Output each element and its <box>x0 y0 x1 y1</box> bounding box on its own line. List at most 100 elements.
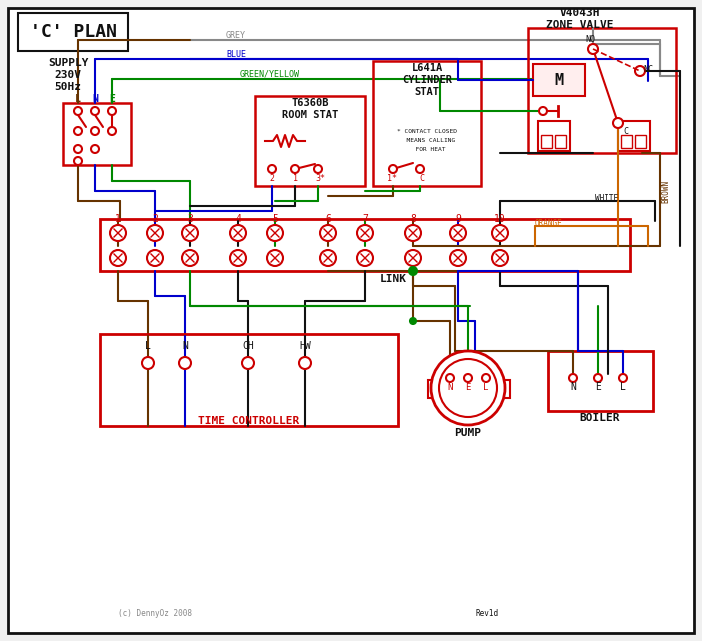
Circle shape <box>357 250 373 266</box>
Text: HW: HW <box>299 341 311 351</box>
Circle shape <box>142 357 154 369</box>
Text: MEANS CALLING: MEANS CALLING <box>399 138 455 142</box>
Bar <box>100 334 398 426</box>
Text: 230V: 230V <box>55 70 81 80</box>
Circle shape <box>74 127 82 135</box>
Text: L: L <box>145 341 151 351</box>
Text: 3*: 3* <box>315 174 325 183</box>
Circle shape <box>410 318 416 324</box>
Text: * CONTACT CLOSED: * CONTACT CLOSED <box>397 128 457 133</box>
Text: 50Hz: 50Hz <box>55 82 81 92</box>
Circle shape <box>409 267 417 275</box>
Circle shape <box>267 250 283 266</box>
Bar <box>618 121 650 151</box>
Circle shape <box>242 357 254 369</box>
Circle shape <box>299 357 311 369</box>
Text: Rev1d: Rev1d <box>475 608 498 617</box>
Text: BLUE: BLUE <box>226 49 246 58</box>
Text: 7: 7 <box>362 214 368 224</box>
Text: E: E <box>595 382 601 392</box>
Text: CH: CH <box>242 341 254 351</box>
Text: 3: 3 <box>187 214 193 224</box>
Text: NO: NO <box>585 35 595 44</box>
Bar <box>255 96 365 186</box>
Text: LINK: LINK <box>380 274 406 284</box>
Text: E: E <box>465 383 470 392</box>
Circle shape <box>482 374 490 382</box>
Circle shape <box>74 157 82 165</box>
Text: TIME CONTROLLER: TIME CONTROLLER <box>199 416 300 426</box>
Text: SUPPLY: SUPPLY <box>48 58 88 68</box>
Circle shape <box>74 107 82 115</box>
Circle shape <box>416 165 424 173</box>
Circle shape <box>389 165 397 173</box>
Text: FOR HEAT: FOR HEAT <box>409 147 446 151</box>
Text: C: C <box>623 126 628 135</box>
Bar <box>541 135 552 148</box>
Circle shape <box>91 127 99 135</box>
Bar <box>428 380 441 398</box>
Circle shape <box>268 165 276 173</box>
Circle shape <box>74 145 82 153</box>
Bar <box>100 219 630 271</box>
Text: NC: NC <box>643 65 653 74</box>
Text: N: N <box>447 383 453 392</box>
Circle shape <box>594 374 602 382</box>
Bar <box>497 380 510 398</box>
Circle shape <box>108 127 116 135</box>
Text: WHITE: WHITE <box>595 194 618 203</box>
Text: STAT: STAT <box>414 87 439 97</box>
Circle shape <box>464 374 472 382</box>
Circle shape <box>108 107 116 115</box>
Circle shape <box>147 225 163 241</box>
Circle shape <box>230 225 246 241</box>
Circle shape <box>569 374 577 382</box>
Bar <box>63 103 131 165</box>
Circle shape <box>539 107 547 115</box>
Text: 2: 2 <box>270 174 274 183</box>
Text: (c) DennyOz 2008: (c) DennyOz 2008 <box>118 608 192 617</box>
Circle shape <box>619 374 627 382</box>
Circle shape <box>267 225 283 241</box>
Text: 1*: 1* <box>387 174 397 183</box>
Text: 4: 4 <box>235 214 241 224</box>
Circle shape <box>314 165 322 173</box>
Circle shape <box>291 165 299 173</box>
Circle shape <box>431 351 505 425</box>
Circle shape <box>320 250 336 266</box>
Circle shape <box>492 250 508 266</box>
Text: N: N <box>182 341 188 351</box>
Text: ORANGE: ORANGE <box>535 219 563 228</box>
Bar <box>621 135 632 148</box>
Bar <box>373 61 481 186</box>
Text: N: N <box>92 94 98 104</box>
Bar <box>635 135 646 148</box>
Text: PUMP: PUMP <box>454 428 482 438</box>
Circle shape <box>357 225 373 241</box>
Circle shape <box>635 66 645 76</box>
Circle shape <box>450 225 466 241</box>
Circle shape <box>91 145 99 153</box>
Text: L: L <box>75 94 81 104</box>
Bar <box>533 64 585 96</box>
Text: L641A: L641A <box>411 63 443 73</box>
Text: 8: 8 <box>410 214 416 224</box>
Circle shape <box>110 250 126 266</box>
Text: BOILER: BOILER <box>580 413 621 423</box>
Text: L: L <box>620 382 626 392</box>
Text: 'C' PLAN: 'C' PLAN <box>29 23 117 41</box>
Circle shape <box>588 44 598 54</box>
Text: GREEN/YELLOW: GREEN/YELLOW <box>240 69 300 78</box>
Bar <box>538 121 570 151</box>
Bar <box>555 135 566 148</box>
Text: 5: 5 <box>272 214 278 224</box>
Circle shape <box>147 250 163 266</box>
Text: 10: 10 <box>494 214 506 224</box>
Circle shape <box>446 374 454 382</box>
Text: GREY: GREY <box>226 31 246 40</box>
Circle shape <box>320 225 336 241</box>
Circle shape <box>91 107 99 115</box>
Circle shape <box>179 357 191 369</box>
Text: M: M <box>555 72 564 88</box>
Text: L: L <box>483 383 489 392</box>
